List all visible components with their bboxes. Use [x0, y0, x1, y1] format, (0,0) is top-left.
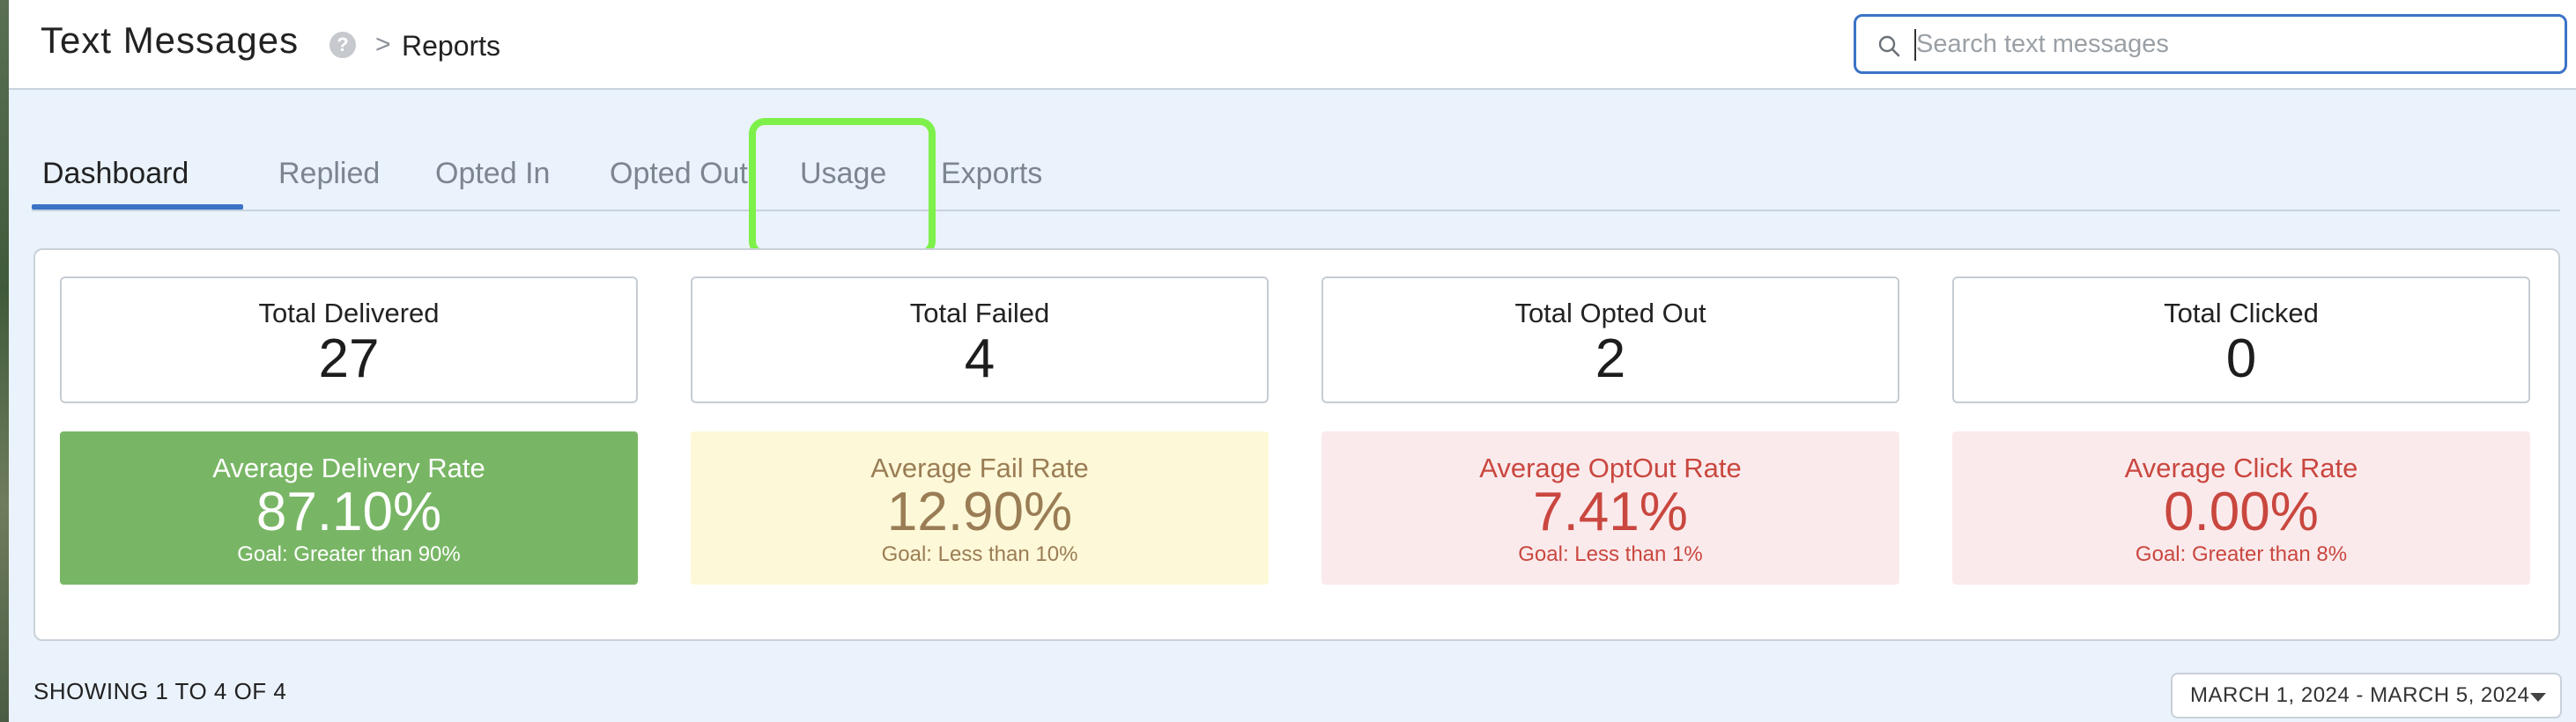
rate-goal: Goal: Greater than 8%: [2135, 542, 2348, 566]
date-range-label: MARCH 1, 2024 - MARCH 5, 2024: [2190, 683, 2530, 707]
date-range-picker[interactable]: MARCH 1, 2024 - MARCH 5, 2024: [2171, 673, 2562, 718]
report-tabs: Dashboard Replied Opted In Opted Out Usa…: [32, 141, 2560, 211]
search-box: [1854, 14, 2567, 74]
rate-label: Average OptOut Rate: [1479, 453, 1742, 483]
stat-value: 4: [964, 328, 996, 389]
tab-replied[interactable]: Replied: [278, 157, 381, 190]
rate-goal: Goal: Less than 10%: [881, 542, 1078, 566]
rate-value: 7.41%: [1533, 482, 1688, 542]
stat-card-total-opted-out: Total Opted Out 2: [1321, 276, 1899, 403]
search-icon: [1878, 35, 1900, 57]
tab-opted-in[interactable]: Opted In: [435, 157, 551, 190]
search-input[interactable]: [1916, 24, 2550, 64]
rate-label: Average Click Rate: [2124, 453, 2358, 483]
active-tab-indicator: [32, 204, 243, 210]
stat-value: 2: [1595, 328, 1626, 389]
desktop-background-strip: [0, 0, 9, 722]
tab-opted-out[interactable]: Opted Out: [610, 157, 748, 190]
text-messages-reports-page: Text Messages ? > Reports Dashboard Repl…: [9, 0, 2576, 722]
dashboard-panel: Total Delivered 27 Total Failed 4 Total …: [33, 248, 2560, 641]
rate-card-click: Average Click Rate 0.00% Goal: Greater t…: [1952, 431, 2530, 585]
text-caret: [1914, 29, 1916, 61]
page-title: Text Messages: [41, 19, 300, 61]
stat-label: Total Failed: [909, 298, 1050, 328]
rate-value: 87.10%: [255, 482, 442, 542]
stat-label: Total Clicked: [2164, 298, 2319, 328]
tab-usage[interactable]: Usage: [800, 157, 887, 190]
stat-value: 0: [2225, 328, 2257, 389]
stat-card-total-delivered: Total Delivered 27: [60, 276, 638, 403]
help-icon[interactable]: ?: [329, 32, 356, 58]
rate-card-delivery: Average Delivery Rate 87.10% Goal: Great…: [60, 431, 638, 585]
rate-label: Average Delivery Rate: [212, 453, 485, 483]
showing-count: SHOWING 1 TO 4 OF 4: [33, 678, 287, 704]
rate-goal: Goal: Greater than 90%: [237, 542, 461, 566]
stat-card-total-failed: Total Failed 4: [691, 276, 1269, 403]
breadcrumb-separator: >: [375, 30, 391, 59]
rate-value: 0.00%: [2164, 482, 2319, 542]
rate-card-fail: Average Fail Rate 12.90% Goal: Less than…: [691, 431, 1269, 585]
chevron-down-icon: [2530, 693, 2546, 702]
stat-value: 27: [318, 328, 380, 389]
stat-label: Total Opted Out: [1514, 298, 1706, 328]
tab-dashboard[interactable]: Dashboard: [42, 157, 189, 190]
rate-card-optout: Average OptOut Rate 7.41% Goal: Less tha…: [1321, 431, 1899, 585]
rate-value: 12.90%: [886, 482, 1073, 542]
page-header: Text Messages ? > Reports: [9, 0, 2576, 90]
stat-card-total-clicked: Total Clicked 0: [1952, 276, 2530, 403]
breadcrumb-reports[interactable]: Reports: [402, 30, 501, 62]
rate-goal: Goal: Less than 1%: [1518, 542, 1703, 566]
tab-exports[interactable]: Exports: [941, 157, 1043, 190]
rate-label: Average Fail Rate: [870, 453, 1089, 483]
stat-label: Total Delivered: [258, 298, 440, 328]
